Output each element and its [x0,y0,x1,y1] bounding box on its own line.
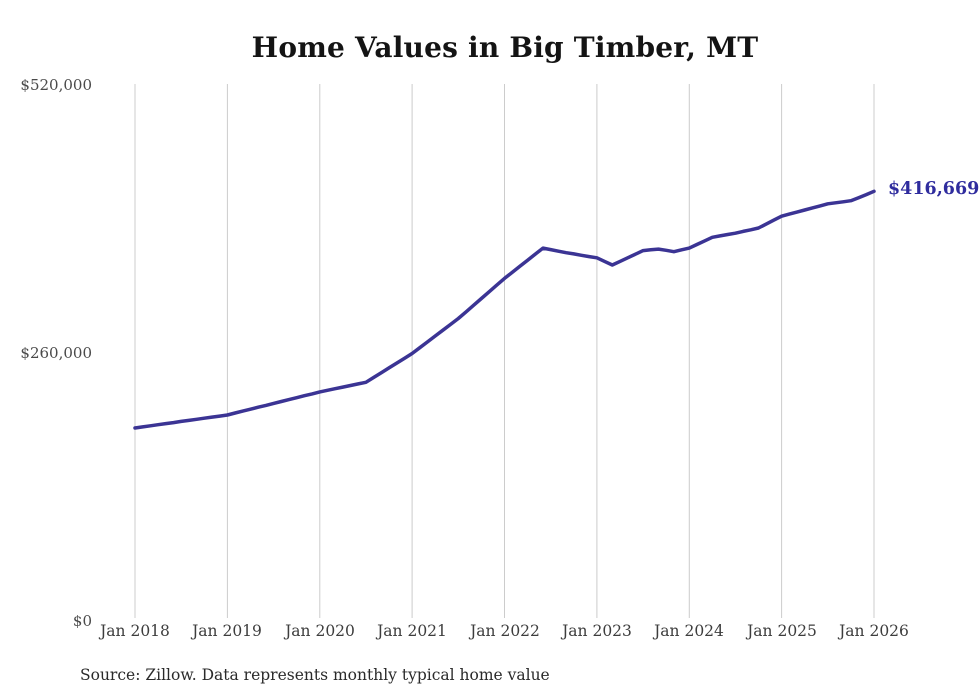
y-axis-tick-260000: $260,000 [20,344,92,362]
year-gridlines [134,84,875,618]
x-axis-tick-jan-2020: Jan 2020 [285,622,355,640]
x-axis-tick-jan-2021: Jan 2021 [377,622,447,640]
x-axis-tick-jan-2018: Jan 2018 [100,622,170,640]
x-axis-tick-jan-2026: Jan 2026 [839,622,909,640]
y-axis-tick-0: $0 [72,612,92,630]
x-axis-tick-jan-2022: Jan 2022 [470,622,540,640]
source-note: Source: Zillow. Data represents monthly … [80,666,550,684]
y-axis-tick-520000: $520,000 [20,76,92,94]
home-values-line [133,189,876,430]
chart-title: Home Values in Big Timber, MT [251,31,759,64]
x-axis-tick-jan-2024: Jan 2024 [654,622,724,640]
x-axis-tick-jan-2025: Jan 2025 [747,622,817,640]
latest-value-label: $416,669 [888,179,980,199]
x-axis-tick-jan-2023: Jan 2023 [562,622,632,640]
x-axis-tick-jan-2019: Jan 2019 [192,622,262,640]
